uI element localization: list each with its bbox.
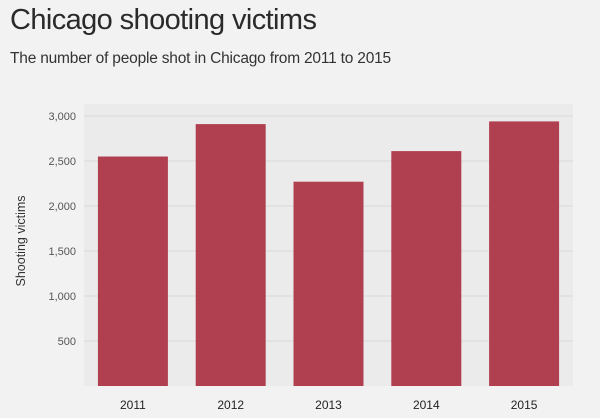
y-tick-label: 1,000 [48,291,76,303]
bar-2011 [97,156,168,386]
y-axis-title: Shooting victims [14,195,28,286]
x-tick-label: 2012 [217,398,244,412]
chart-subtitle: The number of people shot in Chicago fro… [10,50,391,67]
bar-2012 [195,124,266,386]
x-axis-ticks: 2011 2012 2013 2014 2015 [120,398,538,412]
x-tick-label: 2013 [315,398,342,412]
y-tick-label: 3,000 [48,111,76,123]
chart-title: Chicago shooting victims [10,4,317,36]
bar-2013 [293,181,364,386]
bar-2014 [391,151,462,386]
x-tick-label: 2015 [511,398,538,412]
bar-2015 [489,121,560,387]
bars [97,121,560,387]
x-tick-label: 2011 [120,398,146,412]
y-tick-label: 2,000 [48,201,76,213]
x-tick-label: 2014 [413,398,440,412]
y-tick-label: 2,500 [48,156,76,168]
y-tick-label: 500 [58,336,76,348]
y-tick-label: 1,500 [48,246,76,258]
y-axis-ticks: 500 1,000 1,500 2,000 2,500 3,000 [48,111,76,348]
